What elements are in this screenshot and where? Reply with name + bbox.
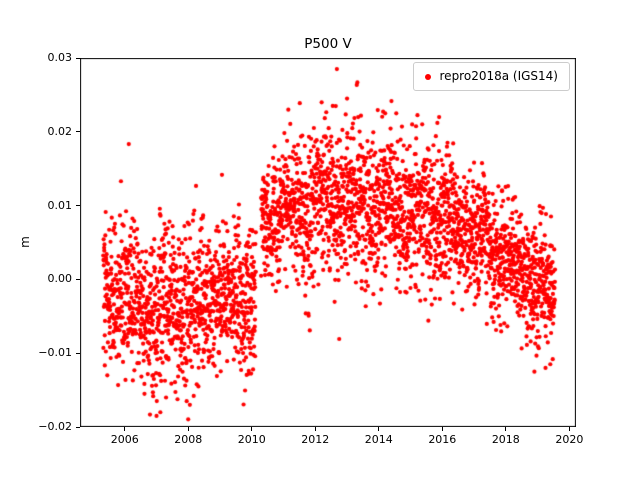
scatter-plot-canvas: [80, 58, 576, 427]
x-tick-mark: [251, 427, 253, 431]
x-tick-label: 2008: [174, 433, 203, 446]
legend-marker-dot: [424, 73, 431, 80]
legend: repro2018a (IGS14): [412, 62, 570, 91]
x-tick-mark: [441, 427, 443, 431]
x-tick-mark: [378, 427, 380, 431]
x-tick-mark: [568, 427, 570, 431]
y-tick-mark: [76, 57, 80, 59]
x-tick-label: 2010: [237, 433, 266, 446]
y-tick-label: 0.02: [47, 124, 73, 138]
x-tick-label: 2020: [555, 433, 584, 446]
x-tick-label: 2012: [301, 433, 330, 446]
axes-area: repro2018a (IGS14): [80, 58, 576, 427]
y-tick-label: 0.00: [47, 272, 73, 286]
x-tick-label: 2006: [110, 433, 139, 446]
y-axis-label: m: [18, 236, 32, 248]
x-tick-label: 2018: [491, 433, 520, 446]
y-tick-mark: [76, 278, 80, 280]
y-tick-label: 0.03: [47, 51, 73, 64]
x-tick-mark: [505, 427, 507, 431]
y-tick-mark: [76, 352, 80, 354]
x-tick-mark: [124, 427, 126, 431]
chart-title: P500 V: [304, 36, 352, 52]
y-tick-mark: [76, 426, 80, 428]
legend-label: repro2018a (IGS14): [439, 69, 558, 83]
x-tick-mark: [314, 427, 316, 431]
y-tick-label: −0.02: [38, 420, 72, 433]
x-tick-mark: [187, 427, 189, 431]
x-tick-label: 2016: [428, 433, 457, 446]
y-tick-label: 0.01: [47, 198, 73, 212]
x-tick-label: 2014: [364, 433, 393, 446]
y-tick-mark: [76, 205, 80, 207]
y-tick-mark: [76, 131, 80, 133]
y-tick-label: −0.01: [38, 346, 72, 360]
